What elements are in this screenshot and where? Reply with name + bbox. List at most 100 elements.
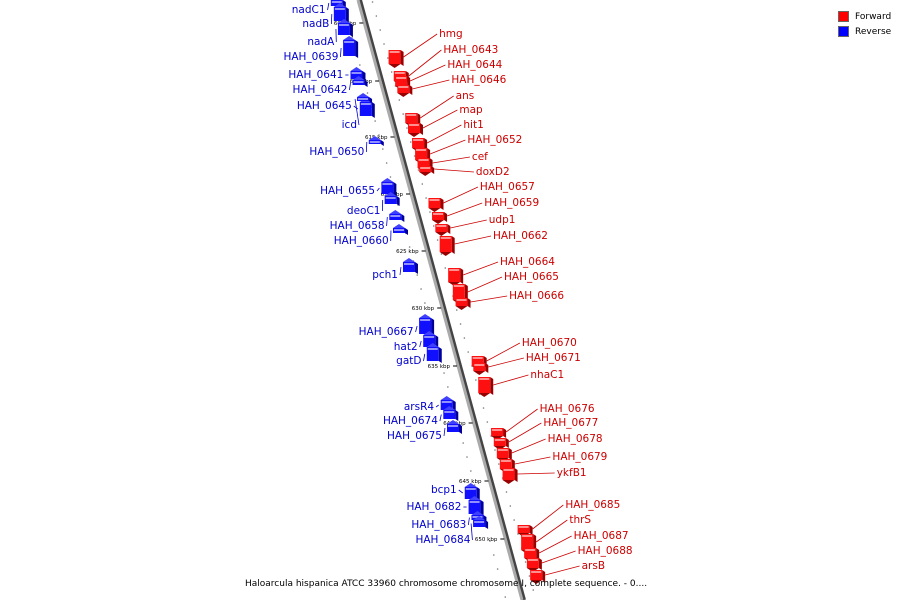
gene-feature-highlight — [351, 72, 362, 74]
gene-feature-arrow — [357, 93, 370, 97]
gene-feature-body — [491, 428, 504, 436]
reverse-gene-feature — [350, 67, 366, 81]
leader-line — [538, 535, 572, 554]
leader-line — [386, 216, 388, 227]
gene-feature-arrow — [473, 516, 486, 520]
axis-dot — [467, 351, 470, 353]
axis-dot — [509, 505, 512, 507]
gene-feature-side — [349, 23, 353, 37]
gene-feature-body — [452, 284, 465, 300]
gene-feature-highlight — [396, 77, 407, 79]
gene-feature-highlight — [469, 501, 480, 503]
forward-gene-feature — [455, 298, 471, 310]
gene-label-hah-0645: HAH_0645 — [297, 100, 352, 112]
gene-feature-highlight — [418, 159, 429, 161]
gene-feature-highlight — [429, 199, 440, 201]
scale-tick-label: 630 kbp — [412, 306, 435, 312]
gene-label-hmg: hmg — [439, 28, 463, 40]
gene-feature-highlight — [424, 336, 435, 338]
gene-feature-body — [407, 123, 420, 133]
gene-feature-highlight — [474, 364, 485, 366]
leader-line — [419, 340, 422, 348]
gene-feature-side — [405, 228, 409, 235]
leader-line — [376, 187, 380, 192]
gene-feature-arrow — [343, 36, 356, 40]
gene-feature-body — [333, 7, 346, 21]
legend-forward: Forward — [838, 9, 891, 24]
gene-label-hah-0677: HAH_0677 — [543, 417, 598, 429]
gene-feature-arrow — [455, 306, 468, 310]
gene-feature-body — [530, 570, 543, 580]
gene-label-hah-0643: HAH_0643 — [443, 44, 498, 56]
leader-line — [545, 565, 580, 576]
axis-line-shadow — [358, 0, 526, 600]
leader-line — [470, 295, 508, 303]
gene-feature-body — [440, 400, 453, 410]
forward-gene-feature — [478, 377, 494, 397]
gene-feature-highlight — [447, 425, 458, 427]
gene-feature-body — [419, 318, 432, 334]
gene-feature-arrow — [426, 343, 439, 347]
scale-tick-label: 635 kbp — [428, 364, 451, 370]
gene-label-hah-0685: HAH_0685 — [565, 499, 620, 511]
axis-dot — [429, 211, 431, 213]
axis-dot — [382, 148, 384, 150]
gene-feature-body — [448, 268, 461, 282]
gene-feature-body — [359, 102, 372, 116]
gene-feature-highlight — [420, 167, 431, 169]
gene-feature-side — [424, 138, 428, 150]
gene-label-hah-0667: HAH_0667 — [359, 326, 414, 338]
gene-feature-highlight — [449, 269, 460, 271]
gene-feature-highlight — [408, 124, 419, 126]
gene-feature-highlight — [494, 439, 505, 441]
gene-feature-highlight — [394, 229, 405, 231]
leader-line — [454, 235, 492, 245]
gene-feature-side — [345, 7, 349, 23]
gene-label-thrs: thrS — [569, 514, 591, 526]
gene-label-cef: cef — [472, 151, 488, 163]
axis-dot — [524, 561, 527, 563]
axis-dot — [444, 267, 447, 269]
scale-tick-label: 625 kbp — [396, 249, 419, 255]
gene-label-arsb: arsB — [582, 560, 605, 572]
axis-dot — [505, 491, 508, 493]
axis-dot — [425, 197, 427, 199]
reverse-gene-feature — [473, 516, 489, 529]
gene-feature-side — [400, 50, 404, 66]
forward-gene-feature — [439, 236, 455, 256]
forward-gene-feature — [432, 212, 448, 224]
reverse-gene-feature — [402, 258, 418, 274]
gene-label-pch1: pch1 — [372, 269, 398, 281]
gene-feature-arrow — [350, 67, 363, 71]
gene-feature-body — [517, 525, 530, 533]
leader-line — [493, 374, 529, 386]
leader-line — [450, 219, 487, 229]
gene-feature-body — [473, 363, 486, 371]
gene-feature-side — [440, 198, 444, 210]
leader-line — [349, 82, 351, 91]
leader-line — [403, 33, 438, 58]
leader-line — [340, 47, 342, 58]
axis-dot — [432, 225, 435, 227]
gene-feature-body — [499, 459, 512, 469]
reverse-gene-feature — [446, 420, 462, 434]
gene-feature-arrow — [368, 136, 381, 140]
legend-forward-swatch — [838, 11, 849, 22]
gene-feature-arrow — [446, 420, 459, 424]
axis-dot — [528, 575, 531, 577]
gene-label-hah-0676: HAH_0676 — [540, 403, 595, 415]
gene-feature-arrow — [384, 192, 397, 196]
legend-reverse-label: Reverse — [855, 26, 892, 37]
gene-label-hah-0644: HAH_0644 — [447, 59, 502, 71]
forward-gene-feature — [388, 50, 404, 68]
gene-feature-body — [350, 71, 363, 79]
axis-line — [356, 0, 524, 600]
reverse-gene-feature — [381, 178, 397, 196]
gene-feature-highlight — [403, 263, 414, 265]
axis-dot — [466, 456, 468, 458]
gene-feature-side — [451, 236, 455, 254]
axis-dot — [383, 43, 385, 45]
gene-label-nada: nadA — [307, 36, 335, 48]
gene-feature-arrow — [464, 483, 477, 487]
